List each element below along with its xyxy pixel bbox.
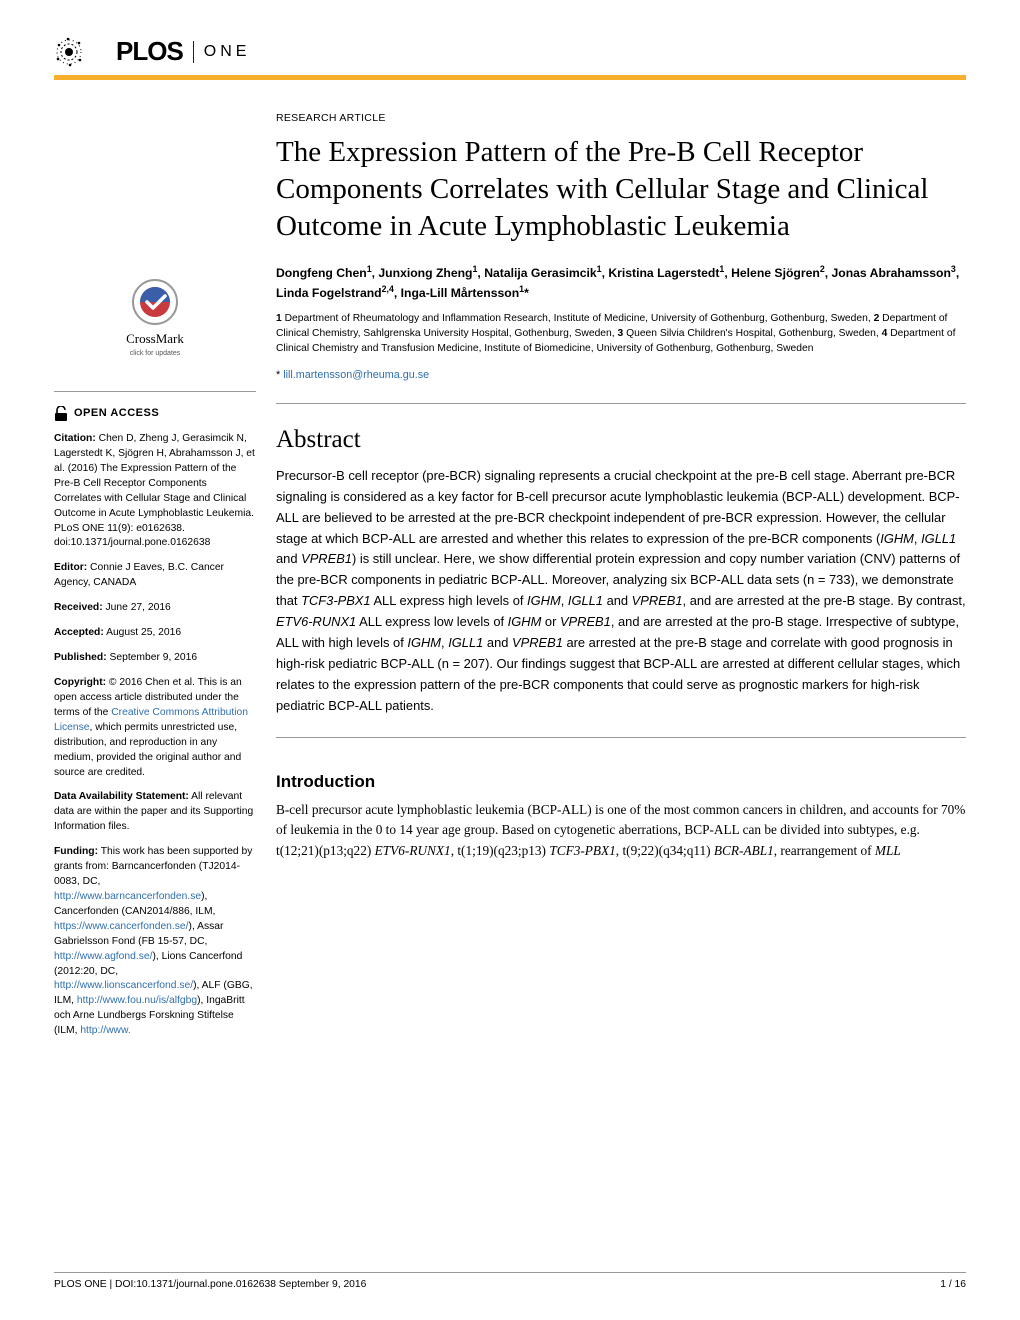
published-text: September 9, 2016 <box>107 652 197 663</box>
crossmark-label: CrossMark <box>54 330 256 349</box>
funding-link-3[interactable]: http://www.agfond.se/ <box>54 951 152 962</box>
published-block: Published: September 9, 2016 <box>54 651 256 666</box>
open-access-row: OPEN ACCESS <box>54 406 256 422</box>
received-block: Received: June 27, 2016 <box>54 601 256 616</box>
open-access-label: OPEN ACCESS <box>74 406 159 422</box>
plos-logo-icon <box>54 37 110 67</box>
correspondence: * lill.martensson@rheuma.gu.se <box>276 369 966 381</box>
citation-label: Citation: <box>54 433 96 444</box>
accepted-text: August 25, 2016 <box>104 627 181 638</box>
accepted-label: Accepted: <box>54 627 104 638</box>
accent-rule <box>54 75 966 80</box>
journal-name-light: ONE <box>204 43 251 61</box>
copyright-label: Copyright: <box>54 677 106 688</box>
funding-label: Funding: <box>54 846 98 857</box>
header-divider <box>193 41 194 63</box>
citation-block: Citation: Chen D, Zheng J, Gerasimcik N,… <box>54 432 256 551</box>
editor-label: Editor: <box>54 562 87 573</box>
published-label: Published: <box>54 652 107 663</box>
main-rule-1 <box>276 403 966 404</box>
abstract-body: Precursor-B cell receptor (pre-BCR) sign… <box>276 466 966 717</box>
affiliations: 1 Department of Rheumatology and Inflamm… <box>276 312 966 357</box>
editor-block: Editor: Connie J Eaves, B.C. Cancer Agen… <box>54 561 256 591</box>
journal-header: PLOS ONE <box>54 36 966 67</box>
data-avail-label: Data Availability Statement: <box>54 791 189 802</box>
authors-line: Dongfeng Chen1, Junxiong Zheng1, Natalij… <box>276 263 966 302</box>
crossmark-sublabel: click for updates <box>54 349 256 359</box>
funding-link-1[interactable]: http://www.barncancerfonden.se <box>54 891 201 902</box>
introduction-heading: Introduction <box>276 772 966 792</box>
sidebar: CrossMark click for updates OPEN ACCESS … <box>54 112 276 1049</box>
copyright-block: Copyright: © 2016 Chen et al. This is an… <box>54 676 256 780</box>
received-label: Received: <box>54 602 103 613</box>
funding-link-2[interactable]: https://www.cancerfonden.se/ <box>54 921 189 932</box>
footer-left: PLOS ONE | DOI:10.1371/journal.pone.0162… <box>54 1279 366 1290</box>
footer-rule <box>54 1272 966 1273</box>
article-type: RESEARCH ARTICLE <box>276 112 966 124</box>
footer-right: 1 / 16 <box>940 1279 966 1290</box>
main-column: RESEARCH ARTICLE The Expression Pattern … <box>276 112 966 1049</box>
citation-text: Chen D, Zheng J, Gerasimcik N, Lagersted… <box>54 433 255 548</box>
received-text: June 27, 2016 <box>103 602 171 613</box>
corr-marker: * <box>276 369 280 381</box>
funding-link-6[interactable]: http://www. <box>80 1025 130 1036</box>
crossmark-badge[interactable]: CrossMark click for updates <box>54 278 256 359</box>
page-footer: PLOS ONE | DOI:10.1371/journal.pone.0162… <box>54 1272 966 1290</box>
sidebar-rule <box>54 391 256 392</box>
journal-name-bold: PLOS <box>116 36 183 67</box>
main-rule-2 <box>276 737 966 738</box>
funding-link-5[interactable]: http://www.fou.nu/is/alfgbg <box>77 995 197 1006</box>
corr-email-link[interactable]: lill.martensson@rheuma.gu.se <box>283 369 429 381</box>
funding-link-4[interactable]: http://www.lionscancerfond.se/ <box>54 980 193 991</box>
open-lock-icon <box>54 406 68 422</box>
accepted-block: Accepted: August 25, 2016 <box>54 626 256 641</box>
crossmark-icon <box>131 278 179 326</box>
abstract-heading: Abstract <box>276 426 966 454</box>
funding-block: Funding: This work has been supported by… <box>54 845 256 1039</box>
data-availability-block: Data Availability Statement: All relevan… <box>54 790 256 835</box>
introduction-body: B-cell precursor acute lymphoblastic leu… <box>276 800 966 862</box>
article-title: The Expression Pattern of the Pre-B Cell… <box>276 134 966 245</box>
